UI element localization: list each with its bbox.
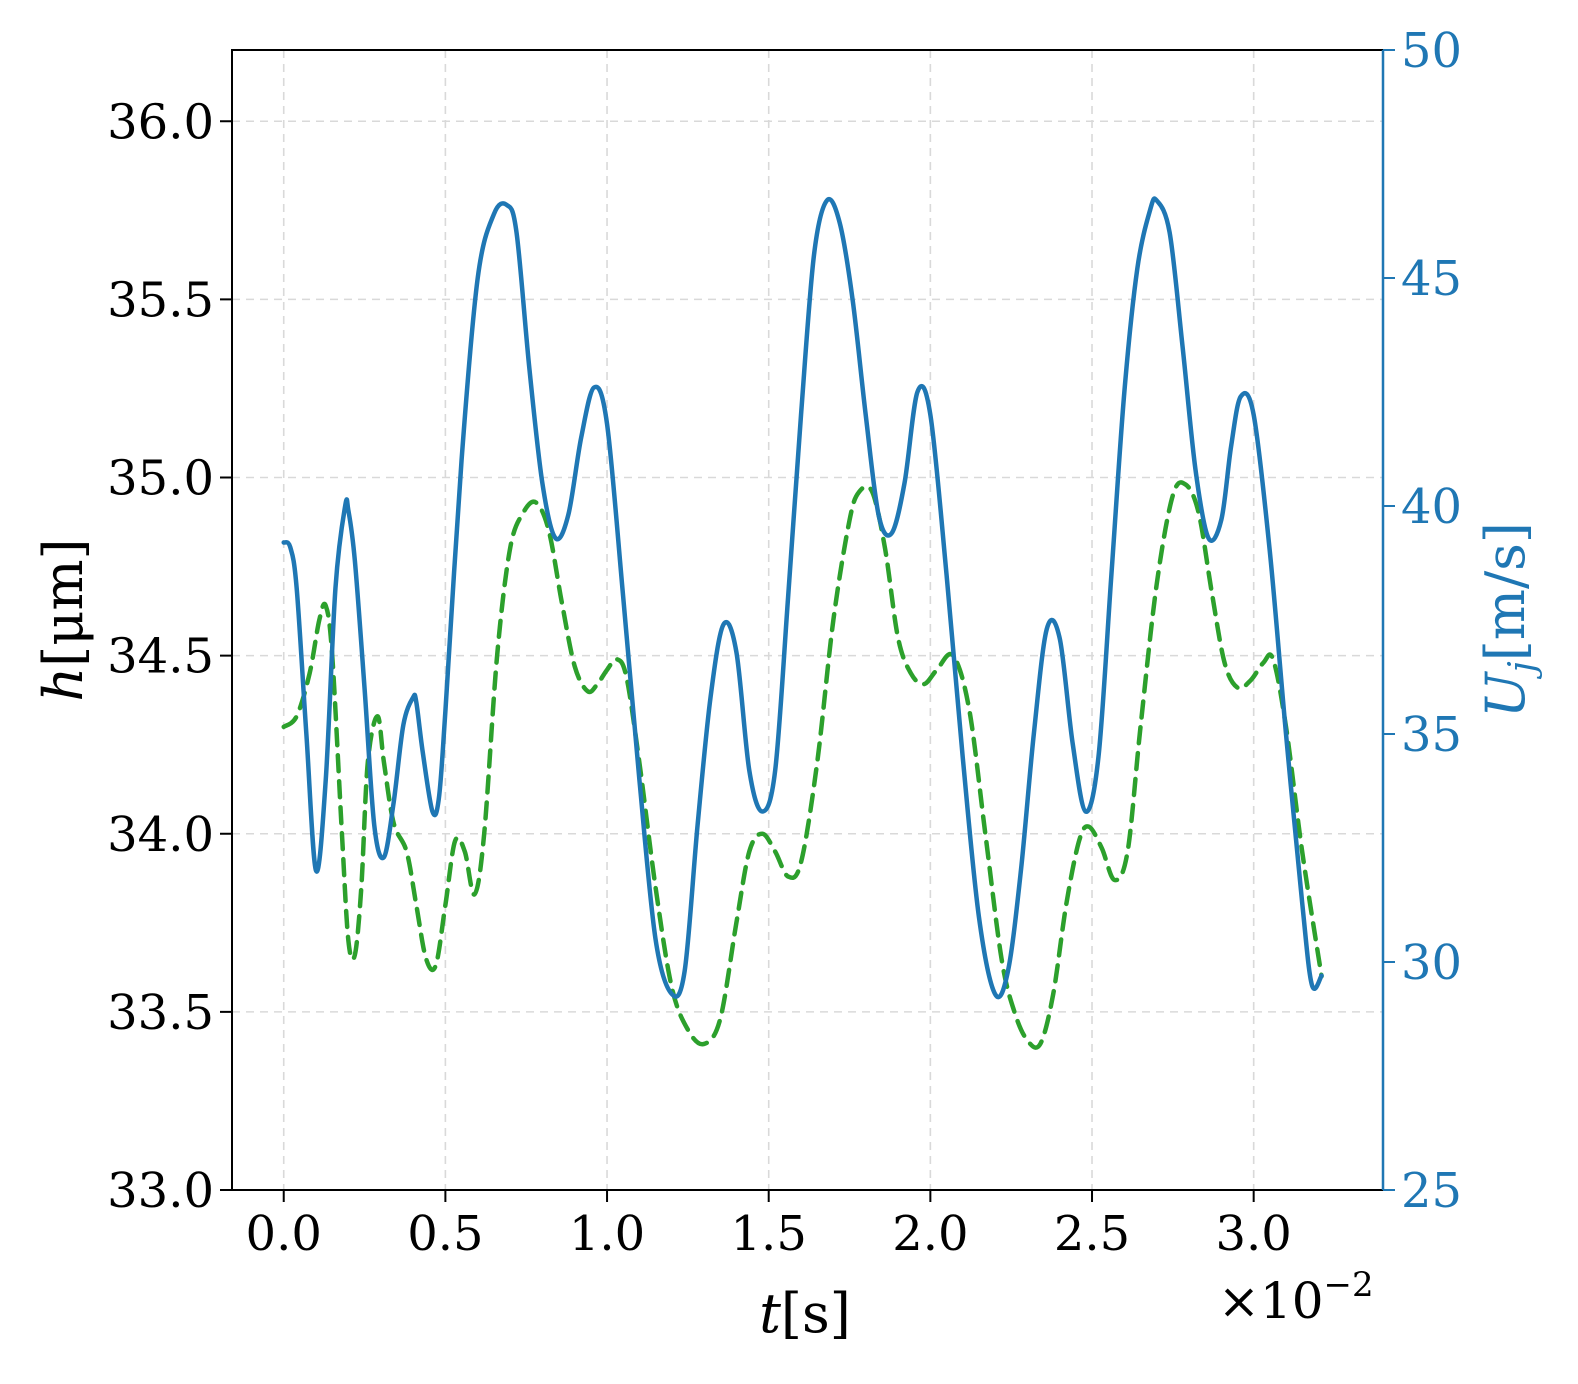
y-left-tick-label: 33.5 <box>107 985 214 1041</box>
y-right-tick-label: 30 <box>1401 935 1462 991</box>
series-line-h <box>281 480 1324 1050</box>
grid <box>232 50 1383 1190</box>
x-tick-label: 1.5 <box>731 1206 807 1262</box>
series-line-uj <box>281 196 1324 1000</box>
x-multiplier-base: ×10 <box>1218 1272 1324 1330</box>
x-tick-label: 2.5 <box>1054 1206 1130 1262</box>
y-right-tick-label: 25 <box>1401 1163 1462 1219</box>
y-left-tick-label: 34.0 <box>107 807 214 863</box>
axes <box>231 49 1385 1191</box>
y-right-tick-label: 35 <box>1401 707 1462 763</box>
y-right-label-var: U <box>1474 671 1537 718</box>
x-axis-multiplier: ×10−2 <box>1218 1265 1374 1330</box>
y-left-label-unit: [μm] <box>32 538 95 666</box>
x-axis-label-unit: [s] <box>781 1282 851 1345</box>
x-tick-label: 3.0 <box>1216 1206 1292 1262</box>
series-layer <box>281 196 1324 1050</box>
y-right-tick-label: 45 <box>1401 251 1462 307</box>
y-right-label-unit: [m/s] <box>1474 522 1537 661</box>
x-axis-label-var: t <box>759 1282 781 1345</box>
x-tick-label: 0.5 <box>407 1206 483 1262</box>
y-right-tick-label: 40 <box>1401 479 1462 535</box>
x-axis-label: t[s] <box>759 1282 851 1345</box>
y-left-tick-label: 35.5 <box>107 272 214 328</box>
x-tick-label: 2.0 <box>892 1206 968 1262</box>
y-left-axis-label: h[μm] <box>32 538 95 701</box>
y-left-tick-label: 33.0 <box>107 1163 214 1219</box>
y-left-tick-label: 34.5 <box>107 629 214 685</box>
plot-frame <box>231 49 1384 1191</box>
y-left-label-var: h <box>32 667 95 702</box>
y-left-tick-label: 35.0 <box>107 451 214 507</box>
ticks: 0.0 0.5 1.0 1.5 2.0 2.5 3.0 33.0 33.5 34.0 34.5 35.… <box>107 23 1462 1262</box>
y-right-axis-label: Uj[m/s] <box>1474 522 1543 718</box>
y-left-tick-label: 36.0 <box>107 94 214 150</box>
y-right-tick-label: 50 <box>1401 23 1462 79</box>
x-multiplier-exponent: −2 <box>1324 1265 1374 1305</box>
x-tick-label: 1.0 <box>569 1206 645 1262</box>
x-tick-label: 0.0 <box>246 1206 322 1262</box>
